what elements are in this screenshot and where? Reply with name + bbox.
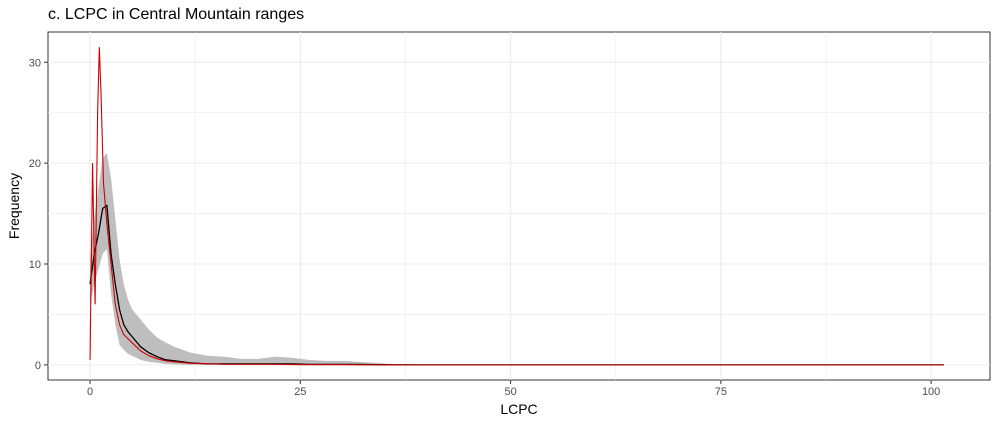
- x-tick-label: 25: [294, 386, 306, 398]
- x-tick-label: 0: [87, 386, 93, 398]
- series-lines: [89, 47, 944, 366]
- plot-panel: [47, 31, 991, 381]
- x-tick-label: 75: [715, 386, 727, 398]
- y-axis-title: Frequency: [6, 173, 22, 239]
- x-axis-title: LCPC: [500, 401, 537, 417]
- y-tick-label: 0: [35, 360, 41, 372]
- chart-title: c. LCPC in Central Mountain ranges: [48, 6, 305, 23]
- y-tick-label: 30: [29, 57, 41, 69]
- x-tick-label: 50: [504, 386, 516, 398]
- y-tick-label: 20: [29, 158, 41, 170]
- x-tick-label: 100: [922, 386, 940, 398]
- y-tick-label: 10: [29, 259, 41, 271]
- observed-line: [89, 47, 944, 366]
- axis-ticks: 0 25 50 75 100 0 10 20 30: [29, 57, 941, 398]
